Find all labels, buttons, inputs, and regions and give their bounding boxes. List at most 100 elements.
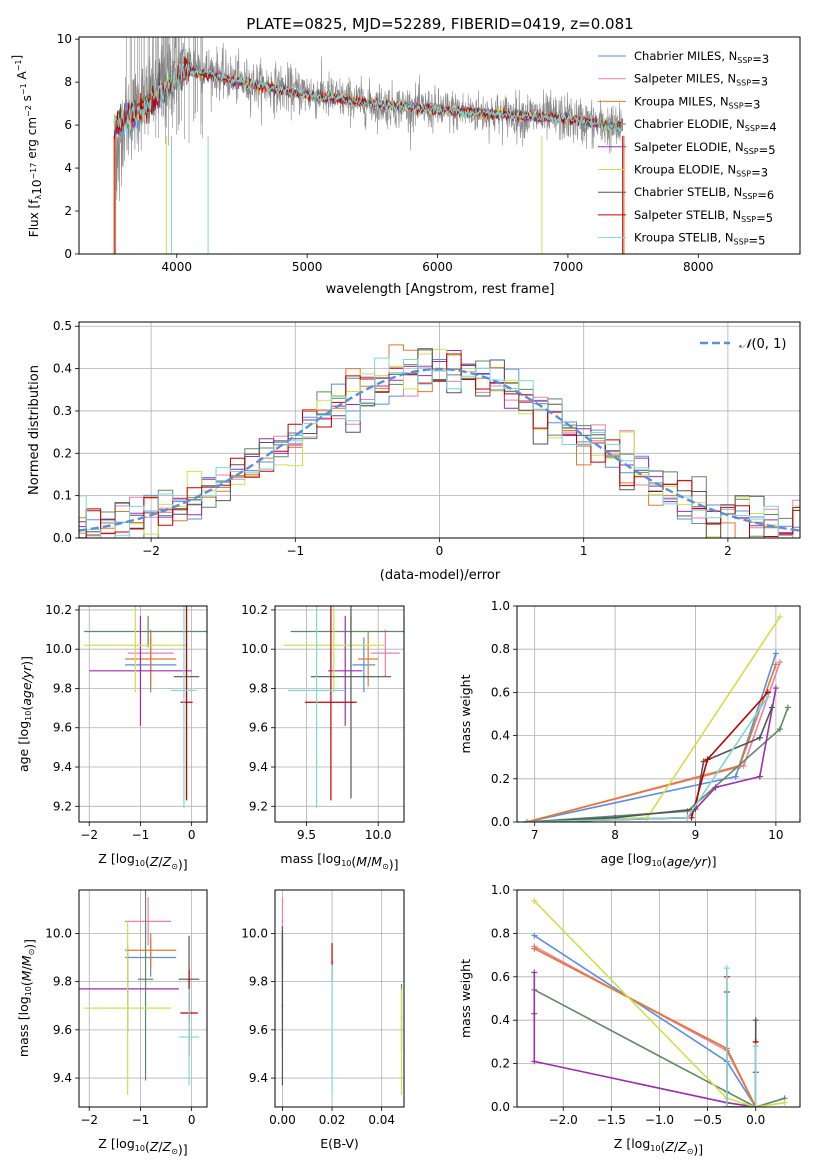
data-point [149,949,152,952]
series-line-2 [526,664,777,822]
series-marker [723,965,730,972]
data-point [363,664,365,666]
x-tick-label: 0.0 [746,1113,765,1127]
y-tick-label: 0.0 [491,1100,510,1114]
histogram-8 [79,357,800,538]
y-axis-label: mass weight [458,959,473,1038]
x-tick-label: 9 [692,828,700,842]
series-line-7 [726,976,757,1107]
x-axis-label: mass [log10(M/M⊙)] [280,851,398,872]
data-point [367,658,369,660]
x-tick-label: 1 [580,544,588,558]
series-line-3 [533,989,785,1107]
grid-layer [79,322,800,1108]
y-tick-label: 2 [64,204,72,218]
series-marker [684,814,691,821]
series-marker [531,897,538,904]
y-tick-label: 9.4 [249,760,268,774]
x-tick-label: 6000 [422,260,453,274]
x-tick-label: −2 [80,828,98,842]
legend-entry: Salpeter ELODIE, NSSP=5 [634,140,776,157]
series-line-4 [526,687,777,822]
axes-frame [78,889,208,1108]
plot-area [281,897,403,1095]
series-line-5 [526,616,781,822]
axes-frame [516,605,801,823]
data-point [281,920,284,923]
data-point [147,920,149,923]
y-tick-label: 1.0 [491,883,510,897]
x-tick-label: 5000 [292,260,323,274]
legend-entry: Salpeter STELIB, NSSP=5 [634,208,773,225]
y-tick-label: 0.0 [491,815,510,829]
series-line-3 [526,707,789,822]
data-point [332,644,335,647]
y-axis-label: Flux [fλ10−17 erg cm−2 s−1 A−1] [10,55,44,237]
series-line-1 [533,945,757,1107]
series-marker [776,726,783,733]
data-point [315,689,318,692]
y-tick-label: 0.2 [491,772,510,786]
axes-frame [516,889,801,1108]
series-line-6 [526,707,773,822]
data-point [149,658,152,660]
series-marker [752,1104,759,1107]
axes-frame [78,36,801,255]
x-tick-label: 0.02 [319,1113,346,1127]
data-point [183,689,185,692]
x-tick-label: 7000 [553,260,584,274]
y-tick-label: 0.4 [491,729,510,743]
y-tick-label: 0.6 [491,970,510,984]
y-tick-label: 10.0 [45,642,72,656]
data-point [384,652,387,654]
y-tick-label: 9.6 [249,1023,268,1037]
data-point [126,1007,129,1009]
x-tick-label: 8 [611,828,619,842]
figure-title: PLATE=0825, MJD=52289, FIBERID=0419, z=0… [246,15,633,33]
series-marker [531,1010,538,1017]
legend-entry: Kroupa ELODIE, NSSP=3 [634,163,768,180]
series-line-4 [533,972,757,1107]
series-marker [776,613,783,620]
x-axis-label: Z [log10(Z/Z⊙)] [614,1136,703,1157]
series-marker [704,756,711,763]
y-tick-label: 0.1 [53,489,72,503]
data-point [139,670,142,672]
y-tick-label: 9.8 [249,681,268,695]
series-line-0 [533,934,757,1107]
x-tick-label: 0.04 [368,1113,395,1127]
series-marker [700,758,707,765]
x-tick-label: 4000 [162,260,193,274]
series-marker [764,693,771,700]
series-marker [752,1043,759,1050]
data-point [344,670,347,672]
normal-fit-curve [79,367,800,532]
x-axis-label: age [log10(age/yr)] [600,851,716,869]
x-tick-label: 8000 [683,260,714,274]
series-line-6 [726,992,757,1107]
data-point [331,961,333,964]
x-tick-label: 7 [531,828,539,842]
plot-area [79,344,800,538]
series-marker [644,814,651,821]
y-tick-label: 10 [57,32,72,46]
x-tick-label: −2.0 [549,1113,578,1127]
series-line-8 [726,968,757,1107]
legend-entry: Kroupa STELIB, NSSP=5 [634,231,765,248]
y-tick-label: 10.0 [241,642,268,656]
y-tick-label: 0.3 [53,404,72,418]
y-tick-label: 9.4 [249,1071,268,1085]
y-tick-label: 0.6 [491,685,510,699]
plot-area [523,613,791,822]
y-tick-label: 8 [64,75,72,89]
plot-area [531,897,788,1107]
y-tick-label: 0.2 [491,1057,510,1071]
series-line-5 [533,900,785,1107]
series-marker [756,773,763,780]
y-tick-label: 1.0 [491,599,510,613]
series-marker [712,784,719,791]
histogram-3 [79,349,800,538]
axes-frame [274,889,405,1108]
